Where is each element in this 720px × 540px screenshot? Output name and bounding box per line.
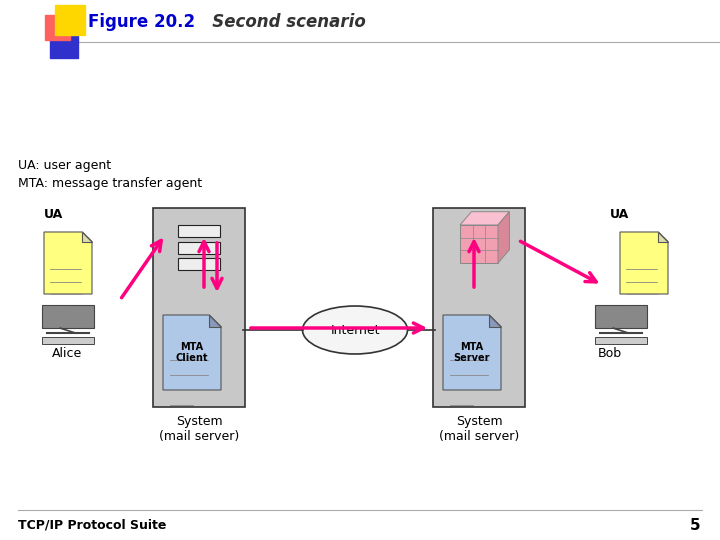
Bar xyxy=(178,225,220,237)
Polygon shape xyxy=(620,232,668,294)
Text: Bob: Bob xyxy=(598,347,622,360)
Text: Internet: Internet xyxy=(330,323,379,336)
Bar xyxy=(55,5,85,35)
Bar xyxy=(45,15,70,40)
Polygon shape xyxy=(490,315,501,327)
Text: System
(mail server): System (mail server) xyxy=(439,415,519,443)
Polygon shape xyxy=(82,232,92,241)
FancyBboxPatch shape xyxy=(595,305,647,328)
Bar xyxy=(178,241,220,253)
Polygon shape xyxy=(163,315,221,390)
Text: UA: UA xyxy=(44,208,63,221)
Text: MTA
Client: MTA Client xyxy=(176,342,208,363)
Polygon shape xyxy=(658,232,668,241)
Text: Figure 20.2: Figure 20.2 xyxy=(88,13,195,31)
Polygon shape xyxy=(460,212,510,225)
Polygon shape xyxy=(498,212,510,263)
Text: System
(mail server): System (mail server) xyxy=(159,415,239,443)
Polygon shape xyxy=(210,315,221,327)
FancyBboxPatch shape xyxy=(42,305,94,328)
Text: MTA: message transfer agent: MTA: message transfer agent xyxy=(18,177,202,190)
Polygon shape xyxy=(44,232,92,294)
Text: MTA
Server: MTA Server xyxy=(454,342,490,363)
Text: UA: UA xyxy=(610,208,629,221)
Text: Second scenario: Second scenario xyxy=(195,13,366,31)
Text: 5: 5 xyxy=(689,517,700,532)
Bar xyxy=(178,258,220,270)
Text: UA: user agent: UA: user agent xyxy=(18,159,111,172)
FancyBboxPatch shape xyxy=(42,336,94,344)
Bar xyxy=(50,30,78,58)
FancyBboxPatch shape xyxy=(595,336,647,344)
Text: Alice: Alice xyxy=(52,347,82,360)
Polygon shape xyxy=(443,315,501,390)
Polygon shape xyxy=(460,225,498,263)
Text: TCP/IP Protocol Suite: TCP/IP Protocol Suite xyxy=(18,518,166,531)
FancyBboxPatch shape xyxy=(153,208,245,407)
FancyBboxPatch shape xyxy=(433,208,525,407)
Ellipse shape xyxy=(302,306,408,354)
